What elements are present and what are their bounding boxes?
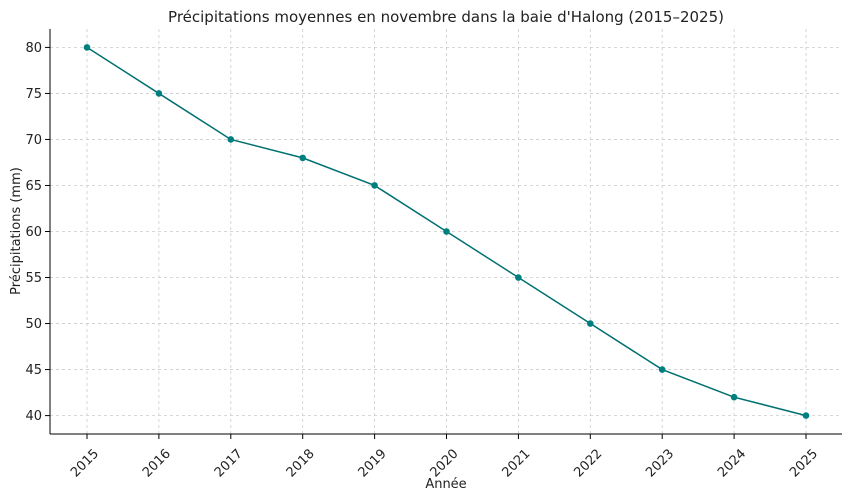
x-tick-label: 2023 bbox=[643, 446, 677, 480]
data-point bbox=[658, 366, 666, 373]
grid bbox=[50, 29, 842, 434]
x-tick-label: 2025 bbox=[787, 446, 821, 480]
data-point bbox=[443, 228, 450, 235]
chart-title: Précipitations moyennes en novembre dans… bbox=[168, 8, 724, 26]
x-tick-label: 2015 bbox=[68, 446, 102, 480]
data-point bbox=[587, 320, 594, 327]
data-point bbox=[802, 412, 810, 419]
data-point bbox=[515, 274, 522, 281]
x-tick-label: 2017 bbox=[212, 446, 246, 480]
data-point bbox=[730, 393, 738, 401]
y-tick-label: 45 bbox=[25, 363, 42, 378]
data-point bbox=[155, 90, 163, 97]
data-point bbox=[227, 136, 235, 143]
y-ticks: 40 45 50 55 60 65 70 75 80 bbox=[25, 41, 50, 424]
x-tick-label: 2020 bbox=[428, 446, 462, 480]
series bbox=[83, 44, 810, 419]
x-tick-label: 2021 bbox=[499, 446, 533, 480]
x-axis-label: Année bbox=[425, 477, 466, 492]
x-tick-label: 2016 bbox=[140, 446, 174, 480]
y-tick-label: 75 bbox=[25, 87, 42, 102]
y-tick-label: 40 bbox=[25, 409, 42, 424]
y-tick-label: 70 bbox=[25, 133, 42, 148]
data-point bbox=[299, 154, 307, 162]
x-tick-label: 2019 bbox=[356, 446, 390, 480]
y-tick-label: 60 bbox=[25, 225, 42, 240]
y-tick-label: 80 bbox=[25, 41, 42, 56]
y-tick-label: 50 bbox=[25, 317, 42, 332]
x-tick-label: 2022 bbox=[571, 446, 605, 480]
x-tick-label: 2018 bbox=[284, 446, 318, 480]
data-point bbox=[371, 182, 378, 189]
y-axis-label: Précipitations (mm) bbox=[9, 167, 24, 295]
x-tick-label: 2024 bbox=[715, 446, 749, 480]
x-ticks: 2015 2016 2017 2018 2019 2020 2021 2022 2023 2024… bbox=[68, 434, 821, 480]
data-point bbox=[83, 44, 91, 51]
y-tick-label: 55 bbox=[25, 271, 42, 286]
y-tick-label: 65 bbox=[25, 179, 42, 194]
